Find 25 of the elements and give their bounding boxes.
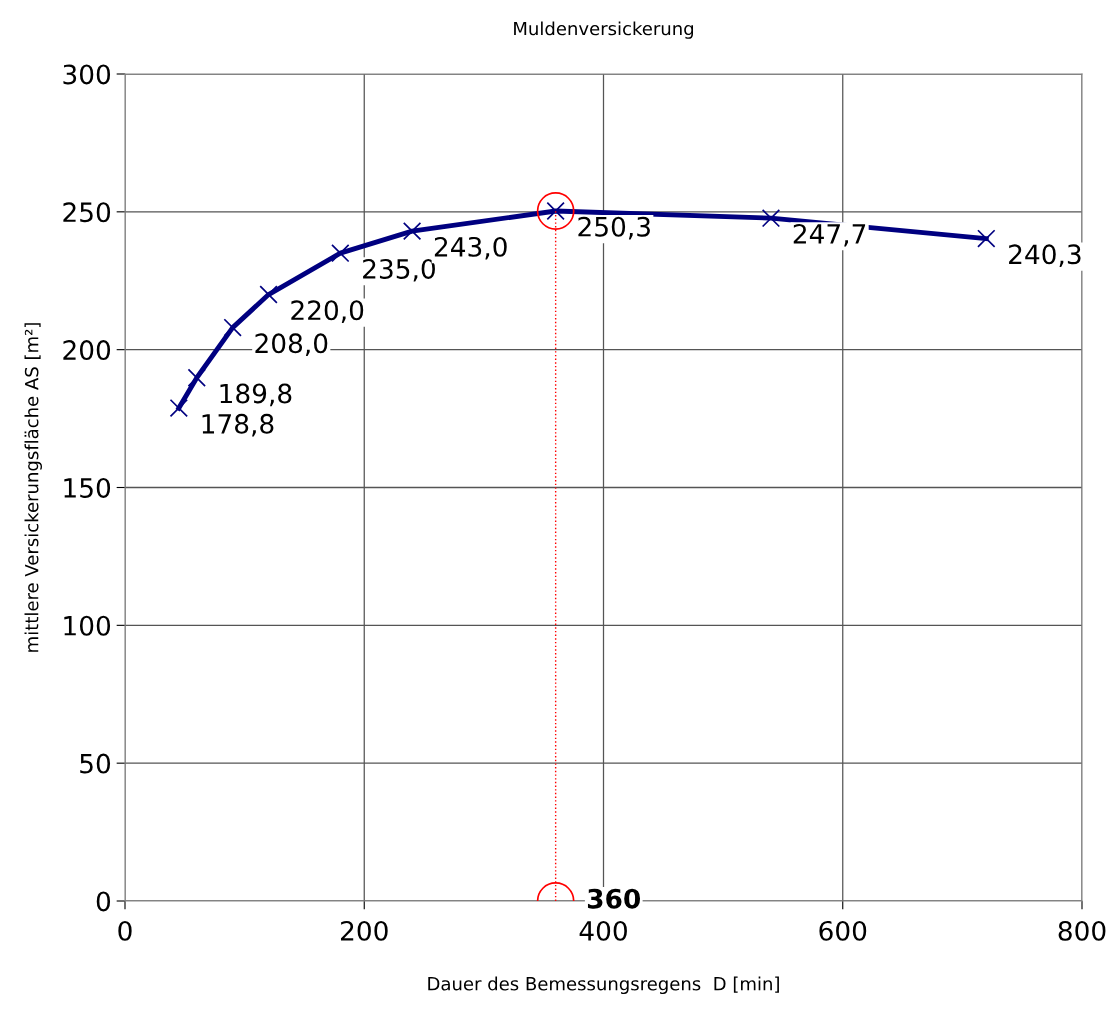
data-label: 250,3	[578, 216, 650, 240]
x-axis-title: Dauer des Bemessungsregens D [min]	[428, 976, 779, 995]
data-label: 208,0	[255, 333, 328, 357]
data-label: 178,8	[202, 413, 274, 437]
x-tick-label: 0	[118, 920, 132, 941]
x-tick-label: 400	[579, 920, 627, 941]
data-label: 235,0	[363, 258, 435, 282]
x-tick-label: 600	[819, 920, 867, 941]
y-tick-label: 50	[80, 753, 111, 774]
annotation: 360	[587, 888, 641, 909]
x-tick-label: 800	[1058, 920, 1106, 941]
data-label: 220,0	[291, 300, 364, 323]
y-tick-label: 300	[63, 64, 111, 85]
y-tick-label: 150	[64, 477, 111, 498]
data-label: 240,3	[1009, 244, 1081, 267]
y-tick-label: 200	[63, 340, 111, 361]
y-tick-label: 0	[96, 891, 111, 912]
x-tick-label: 200	[341, 920, 388, 941]
y-tick-label: 100	[64, 615, 111, 636]
data-label: 243,0	[434, 236, 507, 260]
y-tick-label: 250	[63, 202, 111, 223]
data-label: 189,8	[220, 383, 292, 407]
data-label: 247,7	[793, 223, 866, 247]
y-axis-title: mittlere Versickerungsfläche AS [m²]	[24, 323, 42, 652]
chart-title: Muldenversickerung	[514, 21, 694, 39]
